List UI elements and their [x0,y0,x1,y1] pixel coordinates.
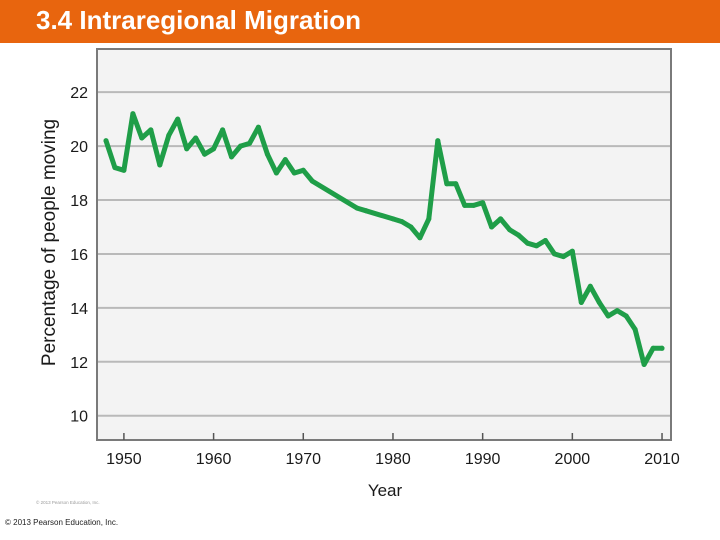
x-axis-label: Year [368,481,403,500]
data-point-1989 [471,202,477,208]
y-tick-label-12: 12 [70,355,88,372]
y-tick-label-18: 18 [70,193,88,210]
x-tick-label-2010: 2010 [644,451,680,468]
x-tick-label-1990: 1990 [465,451,501,468]
data-point-1960 [211,146,217,152]
data-point-1969 [291,170,297,176]
data-point-2002 [587,283,593,289]
data-point-1957 [184,146,190,152]
data-point-1996 [534,243,539,249]
data-point-1955 [166,132,172,138]
data-point-1949 [112,165,118,171]
data-point-1995 [525,240,530,246]
data-point-2008 [641,362,647,367]
data-point-1988 [462,202,468,208]
footer-copyright: © 2013 Pearson Education, Inc. [5,518,119,527]
slide-title: 3.4 Intraregional Migration [36,5,362,35]
data-point-1994 [516,232,521,238]
data-point-1986 [444,181,450,187]
plot-area [97,49,671,440]
data-point-1990 [480,200,486,206]
data-point-1981 [399,219,405,225]
x-tick-label-2000: 2000 [555,451,591,468]
data-point-1951 [130,111,136,117]
y-tick-label-14: 14 [70,301,88,318]
data-point-1964 [247,140,252,146]
y-tick-label-22: 22 [70,85,88,102]
data-point-1976 [354,205,360,211]
data-point-1952 [139,135,145,141]
data-point-1968 [282,157,288,163]
data-point-1963 [238,143,243,149]
data-point-1966 [264,151,270,157]
data-point-2006 [623,313,629,319]
data-point-1970 [300,167,306,173]
data-point-1984 [426,216,432,222]
data-point-1993 [507,227,513,233]
data-point-1967 [273,170,279,176]
data-point-1958 [193,135,199,141]
title-bar: 3.4 Intraregional Migration [0,0,720,43]
data-point-2005 [614,308,620,314]
data-point-2009 [650,345,656,351]
data-point-1977 [363,208,369,214]
x-tick-label-1980: 1980 [375,451,411,468]
data-point-2007 [632,326,638,332]
data-point-1956 [175,116,181,122]
data-point-2010 [659,345,665,351]
plot-frame [96,48,672,441]
data-point-1965 [255,124,261,130]
data-point-1962 [229,154,234,160]
x-tick-label-1950: 1950 [106,451,142,468]
data-point-1954 [157,162,163,168]
data-point-1971 [309,178,315,184]
x-tick-label-1960: 1960 [196,451,232,468]
y-tick-label-10: 10 [70,409,88,426]
data-point-1992 [498,216,504,222]
data-point-1961 [220,127,226,133]
y-axis-label: Percentage of people moving [39,119,60,366]
data-point-2003 [596,300,602,305]
data-point-1948 [103,138,109,144]
data-point-1987 [453,181,459,187]
data-point-2001 [578,300,584,305]
x-tick-label-1970: 1970 [285,451,321,468]
data-point-1959 [202,151,208,157]
data-point-1997 [542,238,548,243]
data-point-1998 [551,251,557,257]
data-point-2004 [605,313,611,319]
data-point-1991 [489,224,495,230]
data-point-1980 [390,216,396,222]
data-point-1953 [148,127,154,133]
chart-copyright: © 2013 Pearson Education, Inc. [36,500,100,505]
data-point-1985 [435,138,441,144]
data-point-1983 [417,235,423,241]
data-point-2000 [569,248,575,254]
y-tick-label-16: 16 [70,247,88,264]
data-point-1950 [121,167,127,173]
y-tick-label-20: 20 [70,139,88,156]
data-point-1982 [408,224,414,230]
data-point-1999 [560,254,566,260]
